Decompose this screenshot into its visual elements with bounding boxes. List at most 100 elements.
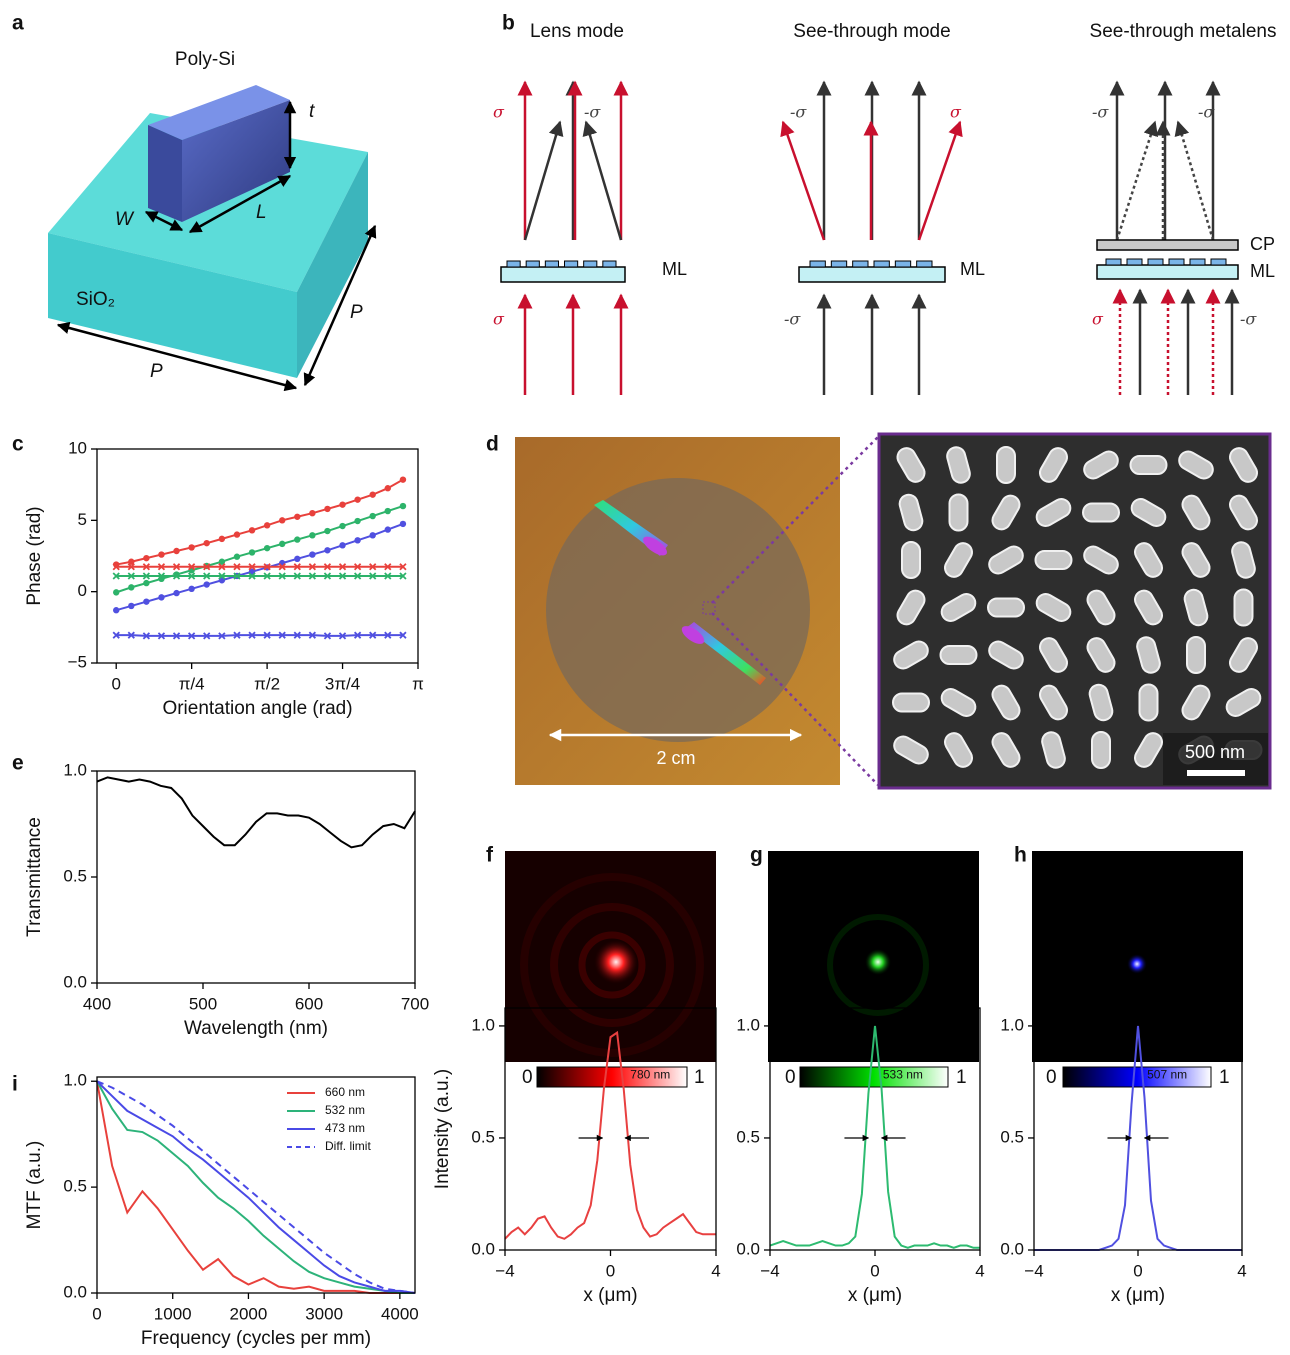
mode-title: See-through mode — [793, 21, 950, 42]
data-point — [173, 589, 180, 597]
data-point — [308, 563, 317, 571]
nanofin — [1147, 258, 1164, 266]
data-point — [127, 563, 135, 571]
data-point — [384, 631, 392, 639]
data-point — [294, 536, 301, 543]
dimension-arrow — [144, 210, 184, 232]
sem-nanofin — [1086, 637, 1116, 673]
polarization-label: -σ — [584, 103, 601, 122]
x-tick-label: −4 — [760, 1261, 779, 1280]
x-tick-label: −4 — [1024, 1261, 1043, 1280]
data-point — [112, 563, 120, 571]
sem-nanofin — [1229, 637, 1258, 673]
data-point — [142, 572, 151, 580]
panel-labels: a b c d e f g h i — [12, 12, 1027, 1096]
data-point — [203, 632, 211, 640]
data-point — [324, 547, 331, 554]
data-point — [399, 572, 407, 580]
polarization-label: σ — [950, 103, 962, 122]
y-tick-label: 0.0 — [63, 1282, 87, 1301]
x-tick-label: 0 — [111, 674, 120, 693]
y-tick-label: 10 — [68, 438, 87, 457]
y-tick-label: 0.0 — [736, 1239, 760, 1258]
scale-label: 500 nm — [1185, 742, 1245, 762]
panel-label: c — [12, 433, 24, 456]
colorbar-label: 1 — [956, 1067, 967, 1088]
data-point — [263, 522, 271, 529]
nanofin — [916, 260, 933, 268]
nanofin — [564, 260, 579, 268]
data-point — [203, 539, 210, 547]
sem-nanofin — [943, 542, 973, 578]
x-axis-label: Wavelength (nm) — [184, 1018, 328, 1039]
data-point — [233, 553, 241, 560]
material-label: SiO₂ — [76, 289, 115, 310]
data-point — [128, 602, 135, 610]
plate — [798, 266, 946, 283]
zoom-line — [711, 612, 879, 786]
sem-nanofin — [1129, 455, 1168, 475]
data-point — [324, 505, 331, 513]
sem-nanofin — [892, 692, 930, 713]
polarization-label: -σ — [1092, 103, 1109, 122]
spot — [594, 940, 638, 984]
sem-nanofin — [1231, 541, 1256, 579]
sem-nanofin — [1083, 450, 1119, 480]
ray — [917, 120, 963, 241]
y-tick-label: 0.0 — [471, 1239, 495, 1258]
series-line — [96, 1080, 416, 1294]
sem-nanofin — [1039, 447, 1068, 483]
polarization-label: -σ — [790, 103, 807, 122]
x-axis-label: Frequency (cycles per mm) — [141, 1328, 371, 1349]
ray — [582, 120, 623, 241]
nanofin — [873, 260, 890, 268]
annotation: 507 nm — [1147, 1067, 1187, 1081]
x-tick-label: π — [412, 674, 424, 693]
nanofin — [583, 260, 598, 268]
metalens-plate — [500, 260, 626, 283]
series-line — [116, 634, 403, 637]
data-point — [263, 563, 271, 571]
ring — [578, 931, 646, 999]
data-point — [339, 542, 346, 549]
data-point — [338, 632, 347, 640]
y-tick-label: 1.0 — [1000, 1015, 1024, 1034]
sem-image — [877, 432, 1272, 790]
data-point — [142, 563, 151, 571]
nanofin — [506, 260, 521, 268]
sem-nanofin — [1041, 731, 1066, 769]
mode-diagrams: Lens mode See-through mode See-through m… — [493, 21, 1276, 395]
data-point — [399, 563, 407, 571]
data-point — [157, 563, 166, 571]
x-axis-label: x (μm) — [1111, 1285, 1165, 1306]
metalens-photo: 2 cm — [515, 436, 879, 786]
data-point — [172, 632, 181, 640]
unit-cell: Poly-Si t W L SiO₂ P P — [48, 49, 377, 392]
sem-nanofin — [1088, 683, 1114, 722]
panel-label: h — [1014, 844, 1027, 867]
data-point — [218, 535, 226, 543]
data-point — [279, 540, 286, 548]
polarization-label: -σ — [784, 310, 801, 329]
sem-nanofin — [991, 732, 1021, 768]
sem-nanofin — [988, 640, 1024, 670]
y-tick-label: 0.5 — [471, 1127, 495, 1146]
y-tick-label: 0.5 — [736, 1127, 760, 1146]
x-tick-label: 500 — [189, 994, 217, 1013]
legend-label: 473 nm — [325, 1121, 365, 1135]
sem-nanofin — [1225, 688, 1262, 717]
y-tick-label: 0.0 — [1000, 1239, 1024, 1258]
data-point — [354, 537, 361, 544]
sem-nanofin — [1178, 450, 1214, 480]
x-tick-label: 4000 — [381, 1304, 419, 1323]
data-point — [309, 510, 316, 517]
data-point — [218, 563, 226, 571]
data-point — [143, 554, 150, 562]
data-point — [384, 526, 391, 533]
panel-label: d — [486, 433, 499, 456]
x-tick-label: 4 — [711, 1261, 720, 1280]
dimension-arrow — [56, 321, 298, 392]
data-point — [278, 572, 286, 580]
nanofin — [544, 260, 559, 268]
material-label: Poly-Si — [175, 49, 235, 70]
